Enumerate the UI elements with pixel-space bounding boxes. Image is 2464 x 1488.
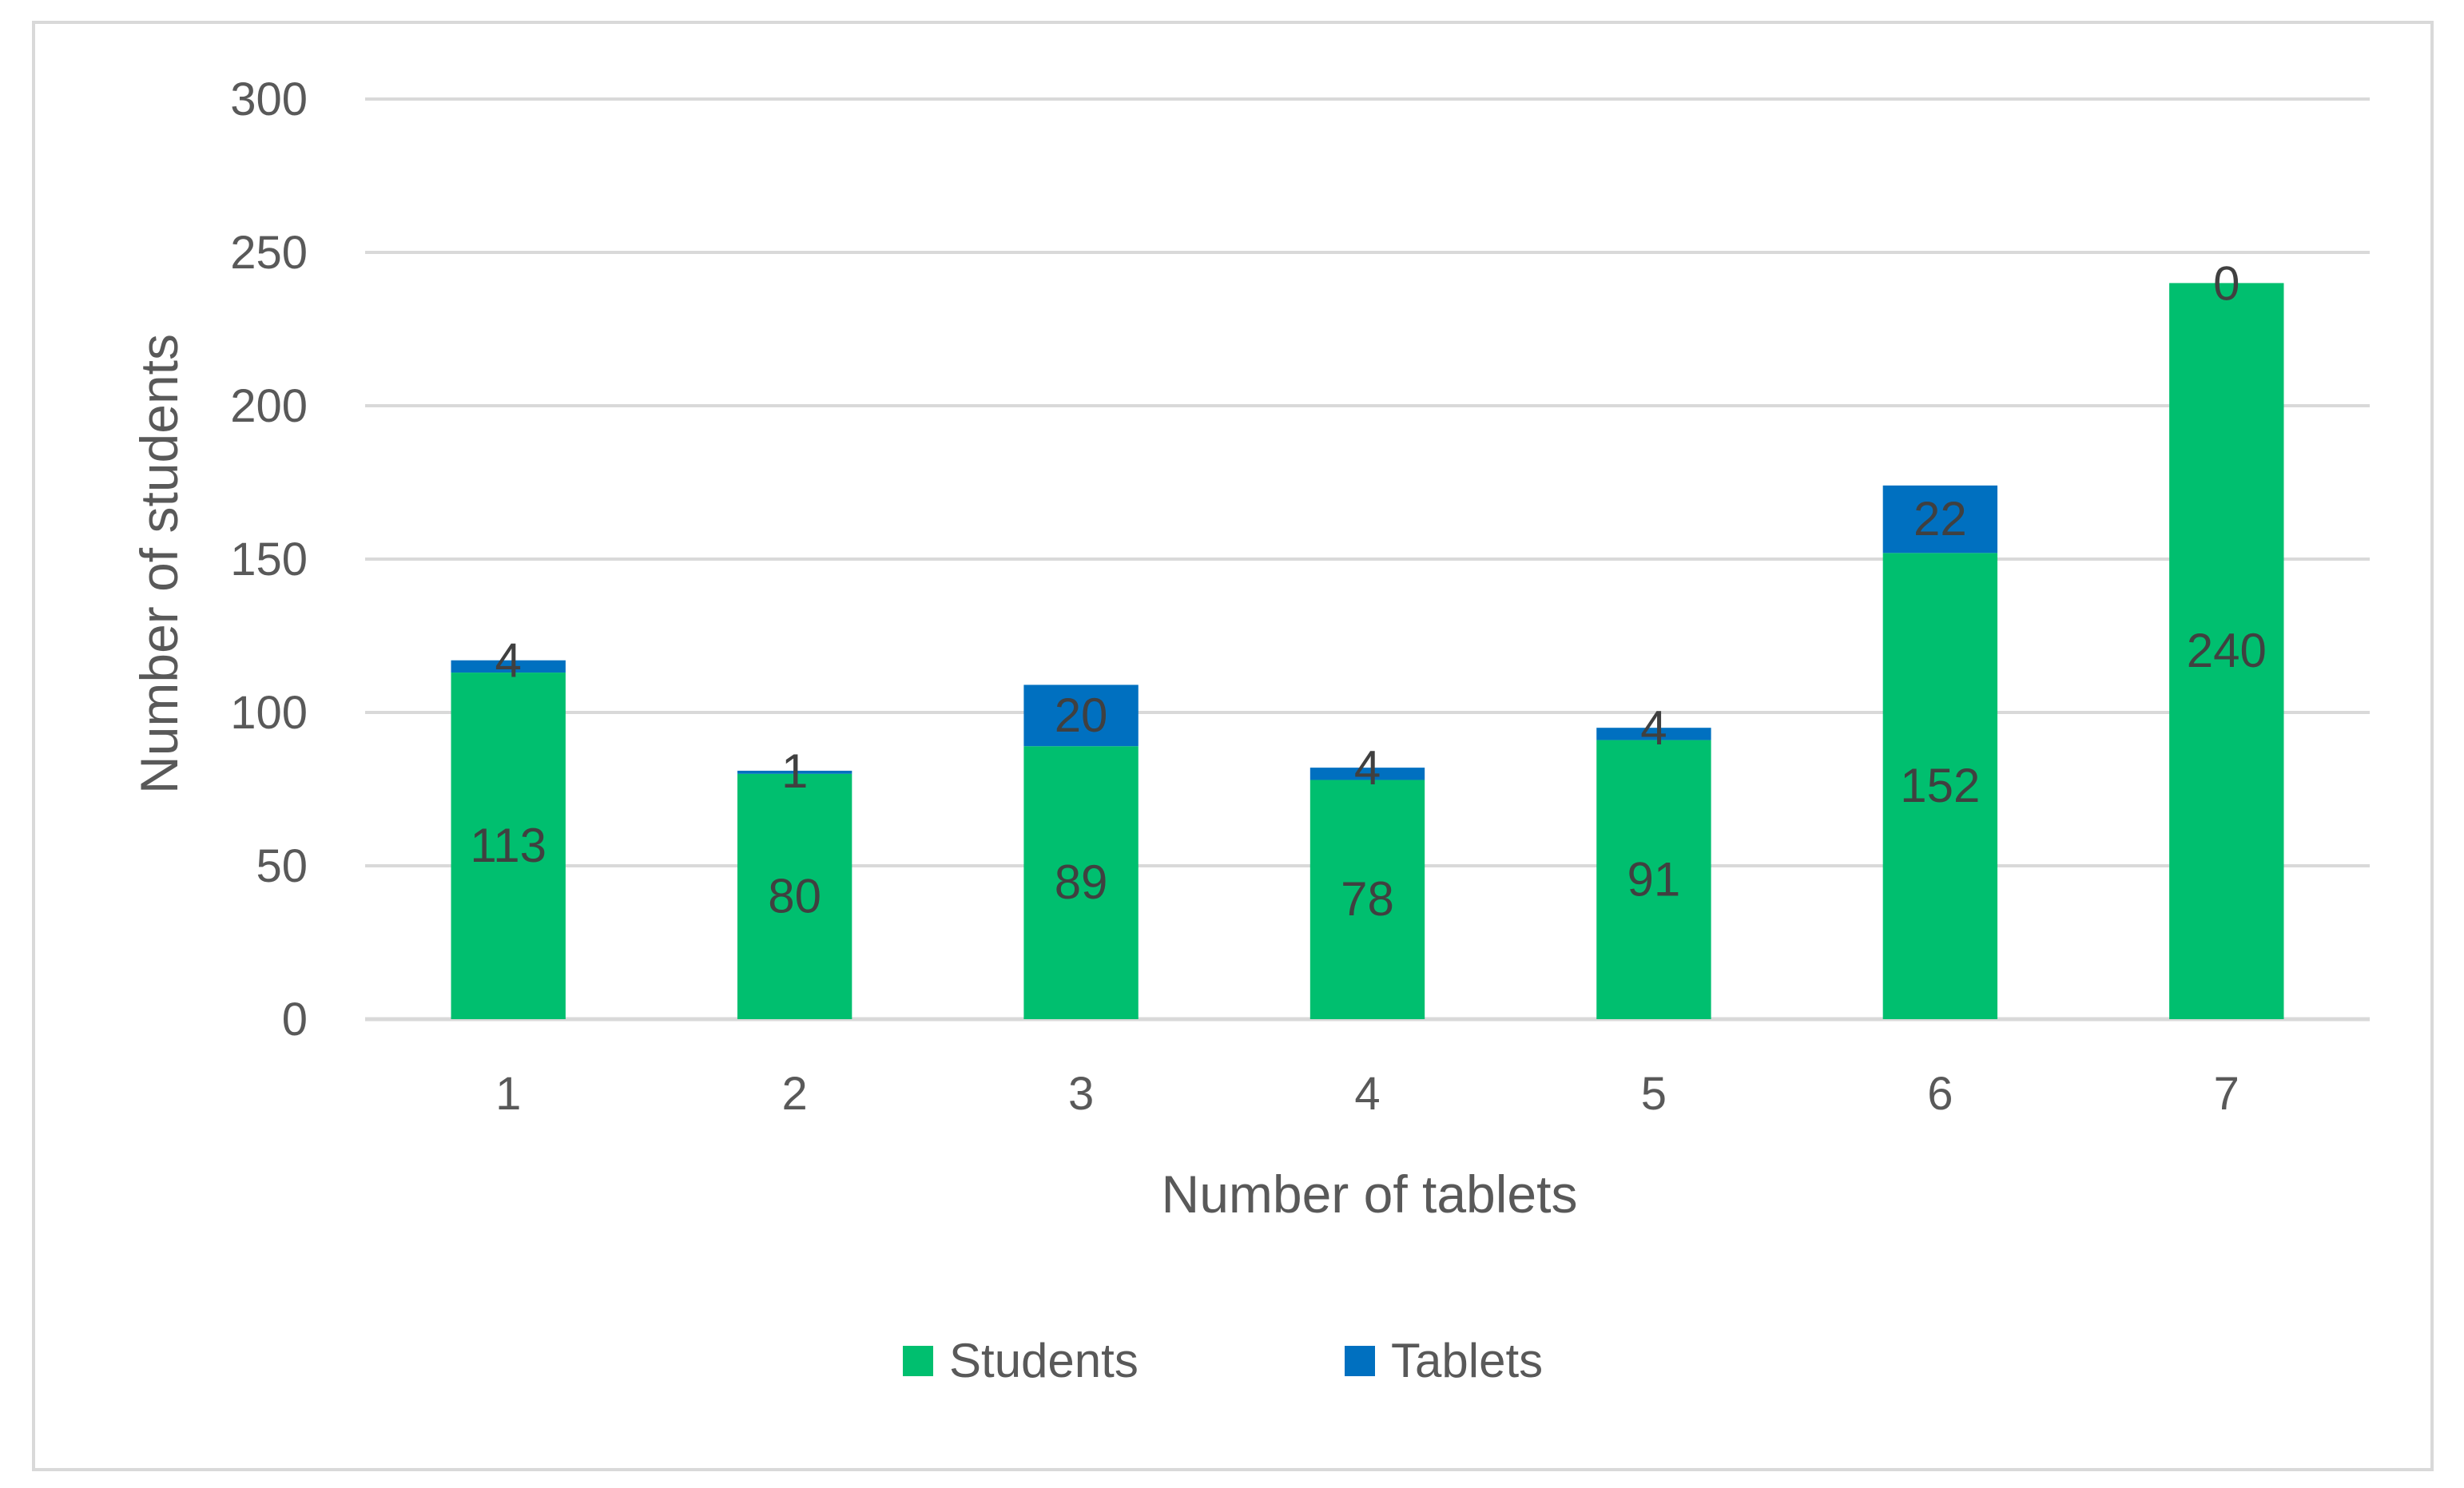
data-label-students-6: 152 (1900, 759, 1980, 812)
y-tick-label: 100 (230, 687, 308, 739)
data-label-students-4: 78 (1341, 872, 1394, 926)
y-tick-label: 300 (230, 73, 308, 125)
data-label-tablets-1: 4 (495, 634, 522, 688)
data-label-tablets-3: 20 (1055, 688, 1108, 742)
y-tick-label: 150 (230, 534, 308, 585)
data-label-tablets-6: 22 (1914, 492, 1967, 546)
data-label-students-2: 80 (768, 869, 821, 923)
bar-students-1 (451, 673, 566, 1019)
x-tick-label: 3 (1068, 1068, 1094, 1120)
bar-students-7 (2169, 283, 2284, 1019)
x-axis-title: Number of tablets (1162, 1165, 1578, 1224)
bar-tablets-3 (1023, 684, 1139, 747)
legend-item-tablets: Tablets (1345, 1334, 1543, 1387)
data-label-students-5: 91 (1627, 852, 1681, 906)
legend: Students Tablets (903, 1334, 1543, 1387)
x-tick-label: 2 (782, 1068, 808, 1120)
bar-students-6 (1882, 553, 1998, 1019)
y-tick-label: 50 (256, 840, 308, 892)
chart-frame (32, 21, 2434, 1471)
y-tick-label: 0 (282, 994, 308, 1046)
bars (451, 283, 2284, 1019)
bar-students-3 (1023, 746, 1139, 1019)
legend-swatch-students (903, 1346, 933, 1376)
x-axis-ticks: 1 2 3 4 5 6 7 (495, 1068, 2239, 1120)
data-label-students-7: 240 (2187, 624, 2267, 677)
data-label-tablets-5: 4 (1640, 701, 1667, 755)
data-label-students-1: 113 (470, 819, 546, 872)
data-labels: 113 4 80 1 89 20 78 4 91 4 152 22 240 0 (470, 256, 2266, 926)
legend-label-students: Students (949, 1334, 1139, 1387)
legend-item-students: Students (903, 1334, 1139, 1387)
y-tick-label: 250 (230, 227, 308, 279)
bar-tablets-6 (1882, 485, 1998, 554)
bar-students-2 (737, 773, 852, 1019)
legend-swatch-tablets (1345, 1346, 1375, 1376)
x-tick-label: 6 (1927, 1068, 1953, 1120)
data-label-students-3: 89 (1055, 855, 1108, 909)
bar-students-4 (1309, 780, 1425, 1019)
gridlines (365, 97, 2370, 1022)
bar-tablets-4 (1309, 768, 1425, 780)
data-label-tablets-7: 0 (2213, 256, 2239, 310)
x-tick-label: 5 (1641, 1068, 1667, 1120)
legend-label-tablets: Tablets (1391, 1334, 1543, 1387)
bar-students-5 (1596, 740, 1711, 1019)
data-label-tablets-2: 1 (781, 744, 808, 798)
bar-tablets-2 (737, 770, 852, 774)
y-axis-title: Number of students (129, 334, 189, 794)
bar-tablets-1 (451, 660, 566, 673)
x-tick-label: 1 (495, 1068, 521, 1120)
y-tick-label: 200 (230, 380, 308, 432)
x-tick-label: 7 (2214, 1068, 2239, 1120)
bar-tablets-5 (1596, 728, 1711, 740)
x-tick-label: 4 (1354, 1068, 1380, 1120)
data-label-tablets-4: 4 (1354, 741, 1381, 795)
y-axis-ticks: 0 50 100 150 200 250 300 (230, 73, 308, 1046)
